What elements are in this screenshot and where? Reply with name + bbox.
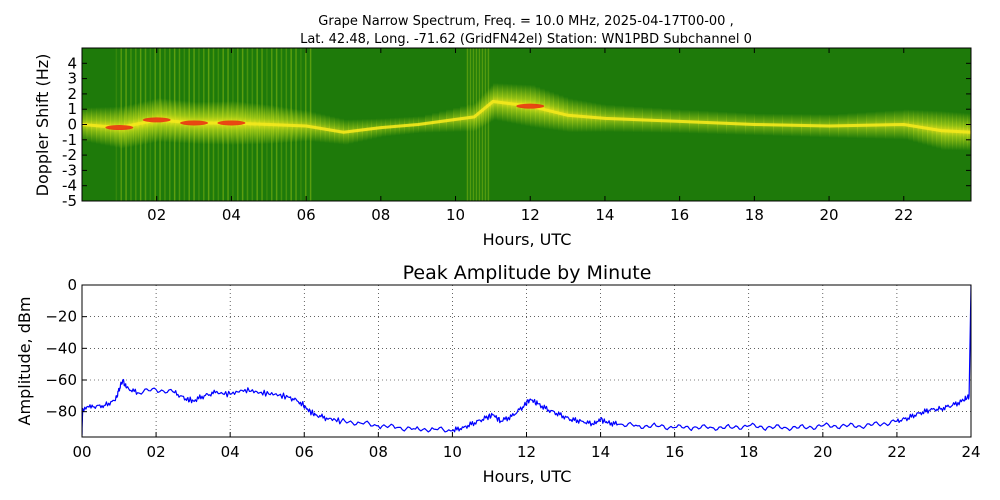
spectrogram-x-tick-label: 20	[820, 206, 839, 224]
amplitude-y-tick-label: −40	[45, 339, 77, 357]
amplitude-y-tick-label: −80	[45, 403, 77, 421]
spectrogram-x-axis-label: Hours, UTC	[483, 230, 572, 249]
spectrogram-streak	[475, 48, 478, 201]
spectrogram-streak	[472, 48, 475, 201]
spectrogram-streak	[169, 48, 171, 201]
spectrogram-x-tick-label: 08	[371, 206, 390, 224]
amplitude-y-ticks: 0 −20 −40 −60 −80	[45, 276, 87, 421]
spectrogram-carrier-trace	[82, 99, 971, 134]
amplitude-x-tick-label: 14	[591, 443, 610, 461]
spectrogram-x-tick-label: 16	[670, 206, 689, 224]
amplitude-y-tick-label: 0	[67, 276, 77, 294]
spectrogram-streak	[144, 48, 147, 201]
spectrogram-peak-spot	[105, 125, 134, 131]
spectrogram-x-tick-label: 22	[894, 206, 913, 224]
spectrogram-streak	[173, 48, 176, 201]
spectrogram-title-line2: Lat. 42.48, Long. -71.62 (GridFN42el) St…	[300, 32, 752, 47]
spectrogram-plot-area	[82, 48, 971, 201]
spectrogram-x-tick-label: 14	[595, 206, 614, 224]
spectrogram-streak	[149, 48, 152, 201]
spectrogram-y-tick-label: -3	[62, 161, 77, 179]
amplitude-x-tick-label: 18	[739, 443, 758, 461]
spectrogram-streak	[478, 48, 481, 201]
spectrogram-streak	[164, 48, 166, 201]
amplitude-x-tick-label: 10	[443, 443, 462, 461]
amplitude-x-tick-label: 20	[813, 443, 832, 461]
spectrogram-y-axis-label: Doppler Shift (Hz)	[33, 54, 52, 197]
spectrogram-y-tick-label: -2	[62, 146, 77, 164]
spectrogram-x-tick-label: 18	[745, 206, 764, 224]
spectrogram-x-ticks: 02 04 06 08 10 12 14 16 18 20 22	[147, 48, 913, 224]
spectrogram-streak	[159, 48, 161, 201]
amplitude-x-tick-label: 12	[517, 443, 536, 461]
amplitude-plot-area	[81, 284, 972, 437]
amplitude-x-tick-label: 08	[369, 443, 388, 461]
amplitude-x-tick-label: 06	[295, 443, 314, 461]
spectrogram-x-tick-label: 10	[446, 206, 465, 224]
spectrogram-peak-spot	[516, 103, 545, 109]
spectrogram-x-tick-label: 02	[147, 206, 166, 224]
amplitude-x-tick-label: 02	[147, 443, 166, 461]
spectrogram-streak	[469, 48, 472, 201]
spectrogram-streak	[487, 48, 490, 201]
spectrogram-y-tick-label: 3	[67, 70, 77, 88]
spectrogram-x-tick-label: 12	[521, 206, 540, 224]
spectrogram-x-tick-label: 06	[297, 206, 316, 224]
amplitude-x-tick-label: 04	[221, 443, 240, 461]
amplitude-y-axis-label: Amplitude, dBm	[15, 297, 34, 426]
amplitude-x-tick-label: 00	[72, 443, 91, 461]
spectrogram-streak	[466, 48, 469, 201]
spectrogram-peak-spot	[180, 120, 209, 126]
spectrogram-streak	[120, 48, 122, 201]
amplitude-x-tick-label: 24	[961, 443, 980, 461]
amplitude-series-line	[82, 285, 971, 436]
spectrogram-y-tick-label: 0	[67, 116, 77, 134]
spectrogram-y-tick-label: 1	[67, 100, 77, 118]
spectrogram-peak-spot	[217, 120, 246, 126]
spectrogram-streak	[125, 48, 127, 201]
amplitude-chart-title: Peak Amplitude by Minute	[403, 262, 652, 284]
spectrogram-y-tick-label: 4	[67, 54, 77, 72]
spectrogram-streak	[309, 48, 312, 201]
spectrogram-y-tick-label: -1	[62, 131, 77, 149]
spectrogram-streak	[154, 48, 156, 201]
spectrogram-y-tick-label: -4	[62, 177, 77, 195]
spectrogram-y-tick-label: -5	[62, 192, 77, 210]
spectrogram-x-tick-label: 04	[222, 206, 241, 224]
spectrogram-title-line1: Grape Narrow Spectrum, Freq. = 10.0 MHz,…	[318, 14, 733, 29]
spectrogram-y-tick-label: 2	[67, 85, 77, 103]
amplitude-x-tick-label: 16	[665, 443, 684, 461]
amplitude-x-axis-label: Hours, UTC	[483, 467, 572, 486]
spectrogram-streak	[115, 48, 118, 201]
spectrogram-streak	[481, 48, 484, 201]
spectrogram-peak-spot	[142, 117, 171, 123]
amplitude-x-tick-label: 22	[887, 443, 906, 461]
spectrogram-streak	[178, 48, 181, 201]
amplitude-y-tick-label: −20	[45, 308, 77, 326]
amplitude-x-ticks: 00 02 04 06 08 10 12 14 16 18 20 22 24	[72, 432, 981, 461]
spectrogram-title: Grape Narrow Spectrum, Freq. = 10.0 MHz,…	[300, 14, 752, 47]
spectrogram-streak	[484, 48, 487, 201]
amplitude-y-tick-label: −60	[45, 371, 77, 389]
